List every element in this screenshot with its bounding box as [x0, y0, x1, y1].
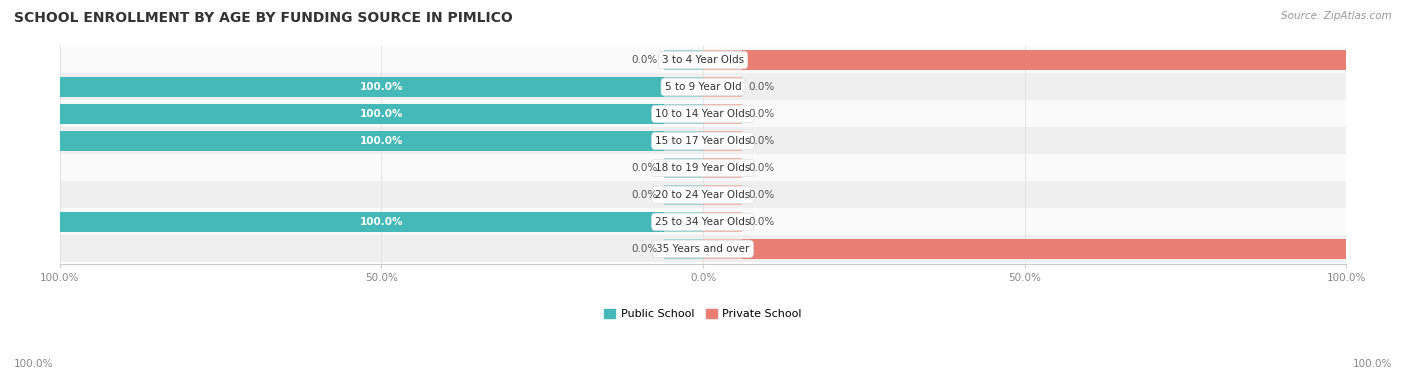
Bar	[703, 239, 741, 259]
Bar	[60, 208, 1346, 235]
Text: 100.0%: 100.0%	[14, 82, 53, 92]
Bar	[703, 77, 741, 97]
Bar	[703, 185, 741, 205]
Bar	[60, 77, 703, 97]
Bar	[60, 131, 703, 151]
Bar	[60, 212, 703, 231]
Bar	[60, 235, 1346, 262]
Text: 0.0%: 0.0%	[631, 55, 658, 65]
Bar	[665, 104, 703, 124]
Text: 100.0%: 100.0%	[1353, 359, 1392, 369]
Text: 0.0%: 0.0%	[748, 136, 775, 146]
Text: 15 to 17 Year Olds: 15 to 17 Year Olds	[655, 136, 751, 146]
Text: 0.0%: 0.0%	[748, 82, 775, 92]
Text: 100.0%: 100.0%	[14, 109, 53, 119]
Bar	[665, 239, 703, 259]
Bar	[703, 239, 1346, 259]
Text: 0.0%: 0.0%	[631, 244, 658, 254]
Bar	[665, 77, 703, 97]
Text: 0.0%: 0.0%	[748, 109, 775, 119]
Text: 100.0%: 100.0%	[14, 217, 53, 227]
Bar	[703, 50, 741, 70]
Bar	[60, 46, 1346, 74]
Bar	[665, 185, 703, 205]
Text: 35 Years and over: 35 Years and over	[657, 244, 749, 254]
Bar	[665, 50, 703, 70]
Text: 25 to 34 Year Olds: 25 to 34 Year Olds	[655, 217, 751, 227]
Text: 20 to 24 Year Olds: 20 to 24 Year Olds	[655, 190, 751, 200]
Text: 100.0%: 100.0%	[360, 82, 404, 92]
Text: 100.0%: 100.0%	[14, 136, 53, 146]
Bar	[703, 104, 741, 124]
Bar	[665, 212, 703, 231]
Bar	[665, 158, 703, 178]
Text: SCHOOL ENROLLMENT BY AGE BY FUNDING SOURCE IN PIMLICO: SCHOOL ENROLLMENT BY AGE BY FUNDING SOUR…	[14, 11, 513, 25]
Text: 0.0%: 0.0%	[748, 217, 775, 227]
Text: 0.0%: 0.0%	[631, 190, 658, 200]
Text: 0.0%: 0.0%	[748, 190, 775, 200]
Bar	[703, 158, 741, 178]
Bar	[665, 131, 703, 151]
Text: 100.0%: 100.0%	[1353, 55, 1392, 65]
Bar	[703, 131, 741, 151]
Text: 100.0%: 100.0%	[1353, 244, 1392, 254]
Bar	[60, 104, 703, 124]
Text: 10 to 14 Year Olds: 10 to 14 Year Olds	[655, 109, 751, 119]
Text: 100.0%: 100.0%	[360, 217, 404, 227]
Bar	[703, 212, 741, 231]
Text: Source: ZipAtlas.com: Source: ZipAtlas.com	[1281, 11, 1392, 21]
Bar	[60, 74, 1346, 100]
Legend: Public School, Private School: Public School, Private School	[605, 309, 801, 319]
Text: 100.0%: 100.0%	[360, 109, 404, 119]
Text: 100.0%: 100.0%	[360, 136, 404, 146]
Text: 0.0%: 0.0%	[748, 163, 775, 173]
Bar	[60, 155, 1346, 181]
Bar	[60, 100, 1346, 127]
Text: 100.0%: 100.0%	[14, 359, 53, 369]
Bar	[60, 127, 1346, 155]
Text: 0.0%: 0.0%	[631, 163, 658, 173]
Text: 5 to 9 Year Old: 5 to 9 Year Old	[665, 82, 741, 92]
Bar	[703, 50, 1346, 70]
Bar	[60, 181, 1346, 208]
Text: 18 to 19 Year Olds: 18 to 19 Year Olds	[655, 163, 751, 173]
Text: 3 to 4 Year Olds: 3 to 4 Year Olds	[662, 55, 744, 65]
